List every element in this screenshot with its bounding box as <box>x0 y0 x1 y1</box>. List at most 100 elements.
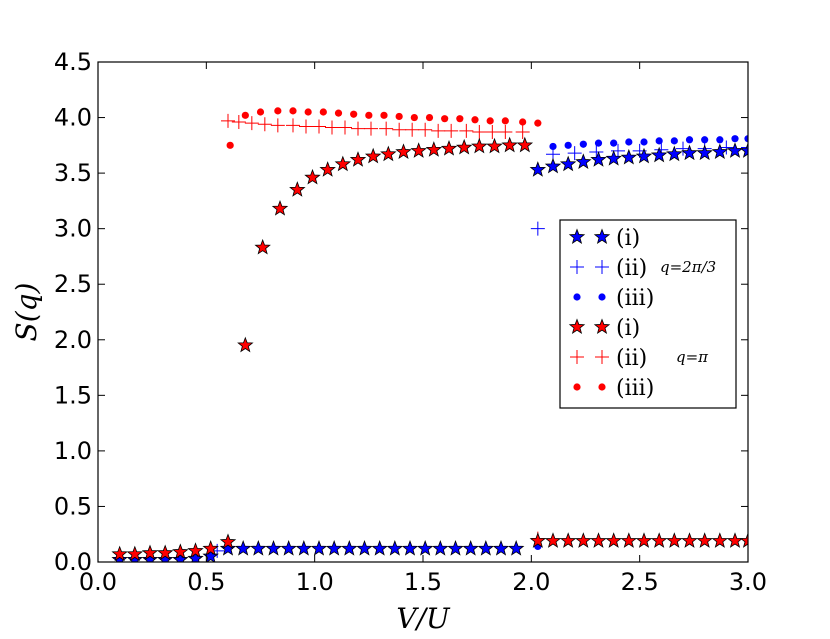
blue-plus-point <box>589 145 604 159</box>
blue-plus-point <box>567 146 582 161</box>
red-dot-point <box>380 111 388 119</box>
blue-dot-point <box>744 135 748 143</box>
red-star-point <box>271 200 289 216</box>
legend-marker <box>593 228 611 244</box>
red-star-point <box>304 168 321 185</box>
red-dot-point <box>395 112 403 121</box>
red-dot-point <box>410 113 418 122</box>
red-star-point <box>635 532 653 548</box>
legend-marker <box>573 293 581 301</box>
red-star-point <box>529 532 547 548</box>
red-dot-point <box>241 111 249 119</box>
blue-star-point <box>325 540 343 556</box>
y-tick-label: 0.0 <box>54 548 92 576</box>
red-star-point <box>559 532 577 548</box>
red-plus-point <box>312 119 326 134</box>
blue-star-point <box>681 144 698 161</box>
blue-star-point <box>507 540 525 556</box>
blue-plus-point <box>611 143 625 158</box>
red-dot-point <box>226 141 234 149</box>
x-axis-label: V/U <box>396 602 451 635</box>
red-star-point <box>726 532 744 548</box>
red-plus-point <box>244 116 259 131</box>
red-star-point <box>696 532 713 548</box>
blue-dot-point <box>579 140 587 148</box>
x-tick-label: 2.5 <box>621 568 659 596</box>
red-star-point <box>126 545 144 562</box>
blue-star-point <box>650 146 668 163</box>
red-plus-point <box>418 122 433 137</box>
legend-marker <box>598 383 606 391</box>
blue-star-point <box>711 143 729 159</box>
blue-plus-point <box>676 141 690 156</box>
red-dot-point <box>441 115 449 123</box>
red-star-point <box>425 141 443 157</box>
series-5 <box>226 107 542 149</box>
red-star-point <box>364 147 382 164</box>
series-4 <box>221 113 545 546</box>
y-tick-label: 2.5 <box>54 270 92 298</box>
red-star-point <box>237 336 254 353</box>
red-plus-point <box>286 118 300 133</box>
red-plus-point <box>338 120 352 135</box>
blue-dot-point <box>640 138 648 146</box>
y-tick-label: 1.5 <box>54 381 92 409</box>
blue-star-point <box>575 153 592 169</box>
red-star-point <box>711 532 729 548</box>
legend-marker <box>568 228 586 244</box>
series-2 <box>534 135 748 551</box>
blue-star-point <box>156 551 174 562</box>
red-star-point <box>650 532 668 548</box>
red-plus-point <box>351 121 365 136</box>
red-plus-point <box>485 125 500 139</box>
red-plus-point <box>472 125 487 139</box>
red-star-point <box>681 532 698 548</box>
red-star-point <box>516 136 534 153</box>
y-tick-label: 4.0 <box>54 104 92 132</box>
legend-box <box>559 219 737 409</box>
blue-star-point <box>310 540 328 556</box>
red-star-point <box>141 544 159 561</box>
red-dot-point <box>319 108 327 116</box>
blue-dot-point <box>655 137 663 145</box>
red-plus-point <box>459 123 474 138</box>
blue-star-point <box>462 540 479 556</box>
red-dot-point <box>501 117 509 125</box>
red-dot-point <box>534 119 542 127</box>
red-star-point <box>395 143 412 159</box>
blue-star-point <box>401 540 419 556</box>
x-tick-label: 1.5 <box>404 568 442 596</box>
blue-star-point <box>386 540 404 556</box>
red-star-point <box>349 151 367 167</box>
red-star-point <box>544 532 562 548</box>
legend-marker <box>595 350 609 364</box>
red-star-point <box>666 532 683 548</box>
blue-star-point <box>356 540 373 556</box>
legend: (i) (ii) (iii) (i) (ii) (iii) q=2π/3 q=π <box>559 219 737 409</box>
red-dot-point <box>304 108 312 116</box>
y-tick-label: 0.5 <box>54 492 92 520</box>
blue-star-point <box>416 540 434 556</box>
blue-star-point <box>529 161 547 177</box>
legend-marker <box>570 350 584 364</box>
blue-dot-point <box>716 136 724 144</box>
blue-dot-point <box>594 139 603 147</box>
legend-marker <box>573 383 581 391</box>
data-marks <box>111 107 748 562</box>
x-tick-label: 1.0 <box>296 568 334 596</box>
red-star-point <box>575 532 592 548</box>
blue-plus-point <box>741 140 748 155</box>
blue-dot-point <box>610 139 618 147</box>
red-plus-point <box>515 125 530 139</box>
blue-dot-point <box>549 142 557 151</box>
red-star-point <box>319 161 336 177</box>
blue-star-point <box>432 540 449 556</box>
red-star-point <box>334 155 352 172</box>
x-tick-label: 0.0 <box>79 568 117 596</box>
axis-ticks: 0.0 0.5 1.0 1.5 2.0 2.5 3.0 0.0 0.5 1.0 1.5 2.0 2.5 3… <box>54 48 767 596</box>
legend-marker <box>595 260 609 274</box>
y-tick-label: 3.0 <box>54 215 92 243</box>
blue-star-point <box>250 540 267 556</box>
red-plus-point <box>299 119 313 134</box>
blue-star-point <box>447 540 464 556</box>
